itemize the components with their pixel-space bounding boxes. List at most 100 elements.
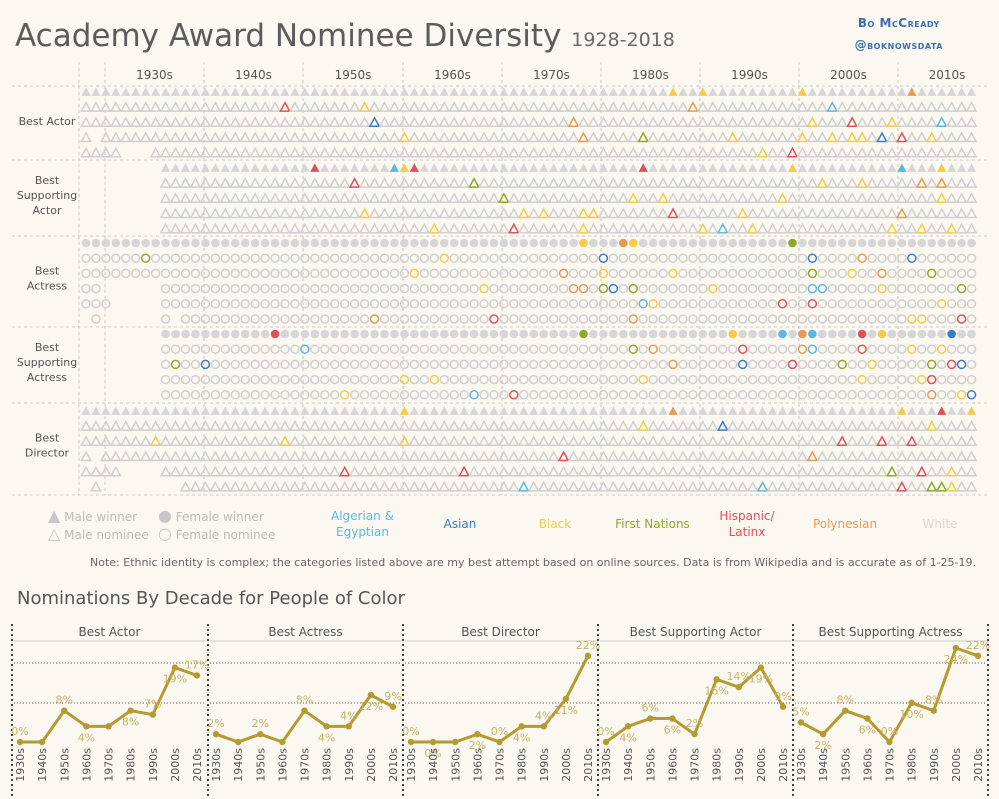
data-point[interactable]	[797, 719, 805, 726]
data-point[interactable]	[691, 730, 698, 738]
female-nominee-marker	[658, 390, 668, 400]
male-nominee-marker	[219, 207, 232, 219]
data-point[interactable]	[452, 738, 459, 746]
data-point[interactable]	[105, 723, 112, 730]
female-nominee-marker	[529, 268, 539, 279]
data-point[interactable]	[61, 707, 68, 714]
data-point[interactable]	[624, 723, 632, 730]
female-winner-marker	[917, 238, 927, 248]
data-point[interactable]	[864, 715, 871, 722]
female-nominee-marker	[737, 344, 748, 354]
male-winner-marker	[320, 406, 330, 415]
male-nominee-marker	[746, 480, 759, 492]
male-winner-marker	[767, 163, 778, 172]
data-point[interactable]	[234, 738, 242, 746]
data-point[interactable]	[757, 664, 765, 671]
female-nominee-marker	[688, 374, 698, 385]
female-nominee-marker	[449, 344, 459, 354]
male-nominee-marker	[607, 177, 620, 188]
male-winner-marker	[489, 87, 499, 96]
data-point[interactable]	[429, 738, 437, 746]
author-handle[interactable]: @boknowsdata	[854, 38, 943, 52]
data-point[interactable]	[562, 695, 570, 703]
data-point[interactable]	[779, 703, 787, 710]
male-nominee-marker	[706, 450, 719, 462]
male-nominee-marker	[308, 192, 321, 204]
male-winner-marker	[917, 87, 927, 96]
male-nominee-marker	[826, 146, 839, 158]
data-point[interactable]	[212, 730, 220, 738]
data-point[interactable]	[518, 723, 525, 730]
data-point[interactable]	[584, 652, 592, 660]
data-point[interactable]	[38, 738, 46, 746]
male-nominee-marker	[189, 420, 202, 431]
data-point[interactable]	[602, 738, 610, 746]
data-point[interactable]	[819, 730, 827, 738]
female-nominee-marker	[837, 344, 847, 354]
data-point[interactable]	[367, 691, 375, 699]
male-nominee-marker	[915, 435, 928, 447]
male-nominee-marker	[318, 465, 331, 477]
data-point[interactable]	[540, 723, 547, 730]
data-point[interactable]	[842, 707, 849, 714]
data-point[interactable]	[171, 664, 179, 671]
female-nominee-marker	[737, 314, 748, 324]
female-nominee-marker	[359, 390, 370, 400]
data-point[interactable]	[496, 738, 503, 746]
female-nominee-marker	[837, 253, 847, 263]
female-winner-marker	[867, 329, 877, 339]
male-winner-marker	[957, 163, 967, 172]
female-nominee-marker	[330, 314, 340, 324]
data-point[interactable]	[908, 699, 915, 707]
female-winner-marker	[230, 329, 240, 339]
male-nominee-marker	[876, 101, 888, 112]
data-point[interactable]	[193, 672, 201, 679]
female-winner-marker	[877, 238, 887, 248]
male-nominee-marker	[279, 480, 291, 492]
data-point[interactable]	[713, 676, 720, 683]
data-point[interactable]	[952, 644, 960, 652]
data-point[interactable]	[345, 723, 352, 730]
data-point[interactable]	[83, 723, 90, 730]
data-point[interactable]	[407, 738, 415, 746]
data-point[interactable]	[930, 707, 937, 714]
male-nominee-marker	[826, 177, 839, 188]
male-nominee-marker	[607, 450, 620, 462]
male-nominee-marker	[846, 177, 859, 188]
male-nominee-marker	[328, 207, 341, 219]
male-nominee-marker	[687, 222, 699, 234]
male-nominee-marker	[816, 435, 829, 447]
data-point[interactable]	[974, 652, 982, 660]
male-winner-marker	[300, 87, 310, 96]
data-point[interactable]	[669, 715, 676, 722]
male-nominee-marker	[438, 450, 451, 462]
male-nominee-marker	[249, 480, 262, 492]
male-winner-marker	[449, 406, 459, 415]
data-point[interactable]	[149, 711, 156, 718]
female-nominee-marker	[827, 344, 837, 354]
male-winner-marker	[618, 163, 628, 172]
male-nominee-marker	[358, 177, 371, 188]
female-nominee-marker	[290, 268, 300, 279]
male-nominee-marker	[915, 480, 928, 492]
legend-group-black: Black	[538, 517, 572, 531]
data-point[interactable]	[127, 707, 134, 714]
data-point[interactable]	[474, 730, 481, 738]
data-point[interactable]	[301, 707, 308, 714]
data-point[interactable]	[886, 738, 893, 746]
male-nominee-marker	[139, 435, 152, 447]
male-nominee-marker	[806, 435, 819, 447]
male-nominee-marker	[229, 420, 242, 431]
female-nominee-marker	[946, 283, 957, 294]
data-point[interactable]	[389, 703, 397, 710]
data-point[interactable]	[257, 730, 264, 738]
male-winner-marker	[101, 406, 111, 415]
data-point[interactable]	[323, 723, 330, 730]
female-nominee-marker	[409, 374, 420, 385]
data-point[interactable]	[16, 738, 24, 746]
author-name[interactable]: Bo McCready	[857, 16, 940, 30]
female-nominee-marker	[429, 374, 439, 385]
data-point[interactable]	[735, 683, 742, 691]
data-point[interactable]	[647, 715, 654, 722]
data-point[interactable]	[279, 738, 286, 746]
